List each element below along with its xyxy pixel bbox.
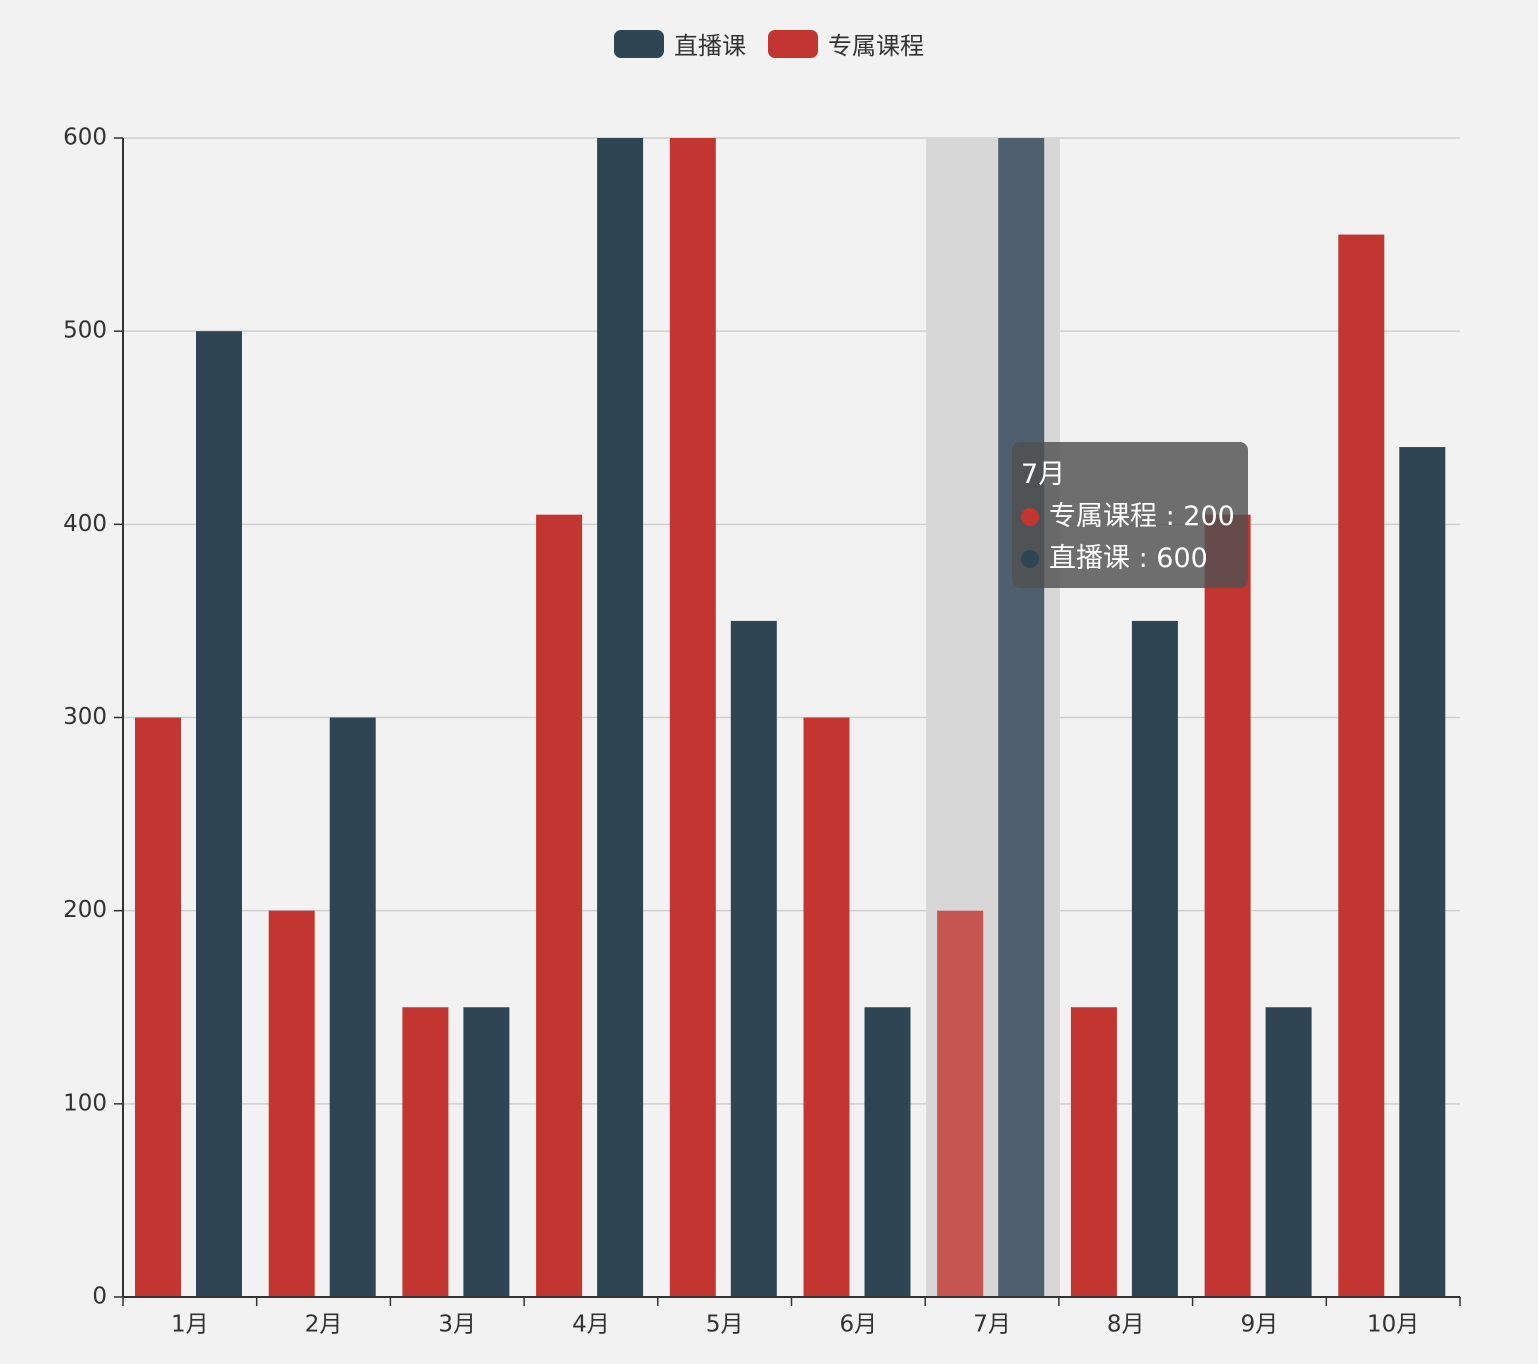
bar-live — [597, 138, 644, 1297]
tooltip-value-exclusive: 200 — [1183, 501, 1235, 532]
tooltip-label-exclusive: 专属课程 — [1049, 501, 1157, 532]
tooltip-dot-exclusive — [1021, 508, 1039, 526]
x-tick-label: 9月 — [1241, 1312, 1279, 1338]
x-tick-label: 6月 — [840, 1312, 878, 1338]
bar-exclusive — [803, 717, 850, 1297]
bar-exclusive — [669, 138, 716, 1297]
y-tick-label: 100 — [63, 1090, 107, 1116]
bar-exclusive — [268, 910, 315, 1297]
y-tick-label: 0 — [92, 1284, 107, 1310]
x-tick-label: 2月 — [305, 1312, 343, 1338]
tooltip-separator: : — [1157, 501, 1184, 532]
bar-live — [463, 1007, 510, 1297]
bar-exclusive — [402, 1007, 449, 1297]
y-tick-label: 500 — [63, 318, 107, 344]
tooltip-separator: : — [1130, 543, 1157, 574]
y-tick-label: 400 — [63, 511, 107, 537]
tooltip-label-live: 直播课 — [1049, 543, 1130, 574]
tooltip: 7月 专属课程 : 200 直播课 : 600 — [1012, 442, 1248, 588]
bar-exclusive — [1204, 514, 1251, 1297]
x-tick-label: 7月 — [973, 1312, 1011, 1338]
bar-live — [196, 331, 242, 1298]
legend-label-live: 直播课 — [674, 32, 746, 60]
bar-exclusive — [536, 514, 583, 1297]
tooltip-row-exclusive: 专属课程 : 200 — [1021, 496, 1239, 538]
bar-live — [998, 138, 1045, 1297]
bar-exclusive — [937, 910, 984, 1297]
legend-item-live[interactable]: 直播课 — [614, 26, 746, 61]
x-tick-label: 5月 — [706, 1312, 744, 1338]
bar-exclusive — [1070, 1007, 1117, 1297]
x-tick-label: 1月 — [171, 1312, 209, 1338]
legend-item-exclusive[interactable]: 专属课程 — [768, 26, 924, 61]
legend: 直播课 专属课程 — [0, 26, 1538, 61]
legend-label-exclusive: 专属课程 — [828, 32, 924, 60]
y-tick-label: 300 — [63, 704, 107, 730]
bar-live — [1131, 620, 1178, 1297]
tooltip-title: 7月 — [1021, 459, 1066, 490]
bar-exclusive — [1338, 234, 1385, 1297]
bar-live — [1265, 1007, 1312, 1297]
y-tick-label: 600 — [63, 125, 107, 151]
bar-live — [1399, 447, 1446, 1298]
bar-live — [864, 1007, 911, 1297]
x-tick-label: 4月 — [572, 1312, 610, 1338]
bar-live — [329, 717, 376, 1297]
legend-swatch-live — [614, 29, 664, 58]
tooltip-value-live: 600 — [1156, 543, 1208, 574]
y-tick-label: 200 — [63, 897, 107, 923]
bar-live — [730, 620, 777, 1297]
x-tick-label: 8月 — [1107, 1312, 1145, 1338]
tooltip-dot-live — [1021, 550, 1039, 568]
legend-swatch-exclusive — [768, 29, 818, 58]
x-tick-label: 3月 — [438, 1312, 476, 1338]
bar-exclusive — [135, 717, 181, 1297]
tooltip-row-live: 直播课 : 600 — [1021, 538, 1239, 580]
x-tick-label: 10月 — [1367, 1312, 1419, 1338]
